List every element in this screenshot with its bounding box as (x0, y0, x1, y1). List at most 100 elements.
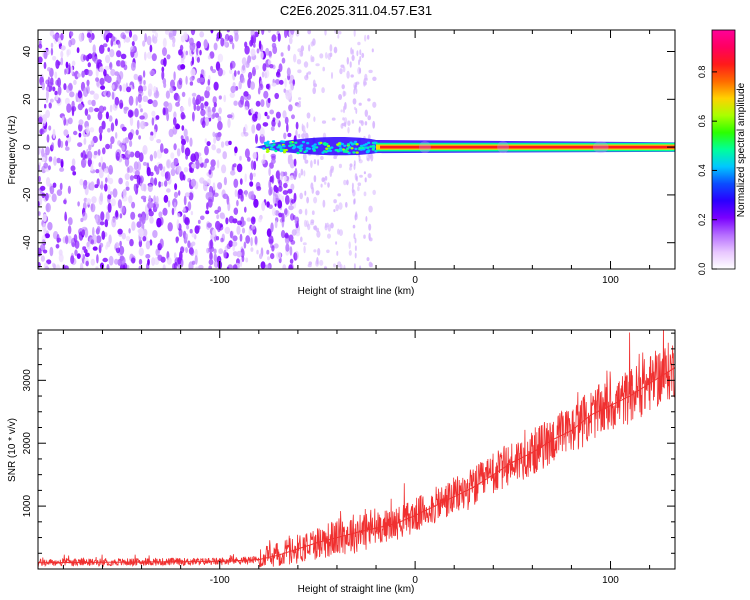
heatmap-cell (179, 250, 183, 261)
heatmap-cell (175, 236, 180, 242)
heatmap-cell (95, 68, 99, 77)
heatmap-cell (183, 195, 187, 206)
heatmap-cell (324, 181, 327, 185)
heatmap-cell (51, 193, 57, 203)
heatmap-cell (66, 103, 72, 113)
heatmap-cell (202, 161, 207, 169)
heatmap-cell (180, 59, 185, 64)
heatmap-cell (149, 135, 154, 142)
heatmap-cell (322, 66, 326, 72)
heatmap-cell (330, 222, 334, 229)
heatmap-cell (284, 30, 288, 39)
heatmap-cell (338, 202, 343, 210)
heatmap-cell (271, 207, 276, 217)
snr-series-trace (38, 330, 675, 568)
heatmap-cell (267, 59, 272, 65)
heatmap-cell (213, 253, 217, 262)
heatmap-cell (277, 199, 283, 209)
heatmap-cell (130, 61, 136, 71)
heatmap-cell (290, 30, 295, 35)
heatmap-cell (254, 235, 258, 245)
heatmap-cell (137, 93, 142, 103)
heatmap-cell (206, 141, 211, 147)
heatmap-cell (147, 184, 153, 193)
snr-ytick-label: 2000 (22, 432, 33, 455)
signal-cell (299, 149, 303, 152)
heatmap-cell (278, 179, 283, 188)
heatmap-cell (106, 241, 111, 248)
heatmap-cell (86, 241, 90, 248)
heatmap-cell (212, 228, 217, 237)
heatmap-cell (260, 99, 265, 108)
heatmap-cell (285, 195, 290, 205)
heatmap-cell (212, 131, 216, 138)
heatmap-cell (349, 163, 353, 168)
heatmap-cell (42, 213, 47, 222)
signal-cell (325, 147, 329, 150)
heatmap-cell (44, 233, 50, 239)
signal-cell (282, 151, 287, 154)
heatmap-ytick-label: 0 (22, 144, 33, 150)
heatmap-cell (56, 233, 60, 244)
heatmap-cell (307, 71, 312, 75)
heatmap-cell (98, 169, 104, 179)
heatmap-cell (111, 91, 115, 100)
heatmap-cell (47, 67, 51, 72)
heatmap-cell (97, 149, 101, 156)
heatmap-cell (209, 251, 213, 261)
heatmap-cell (238, 80, 242, 90)
heatmap-cell (269, 63, 274, 69)
heatmap-cell (126, 166, 130, 174)
heatmap-cell (131, 221, 136, 232)
heatmap-cell (372, 120, 376, 129)
heatmap-xlabel: Height of straight line (km) (298, 286, 415, 297)
signal-cell (279, 149, 283, 153)
heatmap-cell (278, 185, 283, 192)
heatmap-cell (218, 95, 222, 100)
heatmap-cell (52, 86, 56, 92)
heatmap-cell (189, 81, 194, 86)
heatmap-cell (92, 226, 95, 237)
heatmap-cell (233, 178, 239, 188)
heatmap-cell (125, 180, 130, 187)
heatmap-cell (241, 57, 247, 66)
snr-point (551, 439, 553, 441)
heatmap-cell (357, 41, 361, 46)
heatmap-cell (217, 67, 223, 77)
heatmap-cell (44, 103, 47, 109)
heatmap-xtick-label: -100 (210, 275, 230, 286)
heatmap-cell (64, 211, 67, 221)
heatmap-cell (333, 263, 336, 268)
heatmap-cell (95, 228, 100, 235)
heatmap-cell (98, 125, 103, 135)
heatmap-cell (81, 70, 85, 78)
heatmap-cell (363, 171, 366, 175)
heatmap-cell (110, 68, 116, 77)
heatmap-cell (49, 185, 55, 195)
heatmap-cell (357, 182, 362, 186)
heatmap-cell (354, 214, 357, 221)
heatmap-axes: -100 0 100 -40 -20 0 20 40 (22, 30, 675, 286)
snr-point (375, 527, 377, 529)
heatmap-cell (121, 126, 127, 132)
heatmap-cell (94, 107, 100, 112)
signal-cell (352, 151, 356, 154)
heatmap-cell (319, 53, 324, 59)
snr-point (472, 486, 475, 489)
heatmap-cell (233, 207, 239, 215)
heatmap-cell (38, 175, 41, 183)
heatmap-cell (185, 247, 189, 254)
heatmap-cell (282, 110, 287, 119)
heatmap-cell (133, 183, 137, 192)
heatmap-cell (175, 101, 180, 107)
heatmap-cell (101, 120, 106, 130)
heatmap-cell (356, 175, 358, 182)
heatmap-cell (104, 219, 109, 228)
heatmap-cell (296, 59, 302, 65)
heatmap-cell (355, 82, 358, 88)
heatmap-cell (260, 51, 264, 60)
heatmap-cell (50, 77, 54, 85)
heatmap-cell (232, 264, 238, 269)
heatmap-cell (56, 157, 61, 164)
heatmap-cell (270, 253, 275, 260)
